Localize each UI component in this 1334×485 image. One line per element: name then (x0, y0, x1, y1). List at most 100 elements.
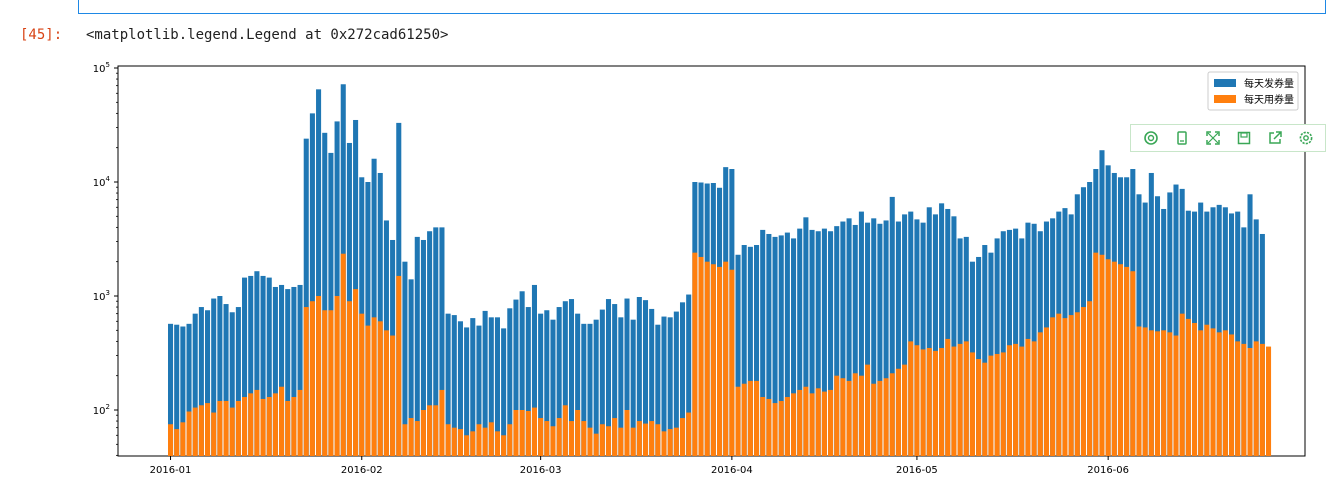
bar-issued (1031, 223, 1037, 456)
bar-used (390, 335, 396, 456)
bar-used (1241, 343, 1247, 456)
bar-used (976, 359, 982, 456)
bar-used (636, 421, 642, 456)
bar-issued (507, 308, 513, 456)
bar-used (439, 389, 445, 456)
bar-used (618, 427, 624, 456)
bar-used (926, 347, 932, 456)
bar-issued (488, 317, 494, 456)
copy-icon[interactable] (1171, 127, 1193, 149)
bar-used (1000, 352, 1006, 456)
bar-used (939, 347, 945, 456)
bar-used (1259, 343, 1265, 456)
bar-issued (686, 294, 692, 456)
bar-issued (470, 318, 476, 456)
bar-used (525, 411, 531, 456)
bar-used (242, 397, 248, 456)
bar-issued (815, 231, 821, 456)
x-tick-label: 2016-04 (711, 465, 753, 476)
bar-used (1198, 330, 1204, 456)
bar-issued (266, 277, 272, 456)
bar-used (408, 418, 414, 456)
bar-used (316, 296, 322, 456)
bar-issued (519, 291, 525, 456)
bar-issued (834, 226, 840, 456)
bar-used (1025, 338, 1031, 456)
bar-used (507, 424, 513, 456)
bar-issued (741, 245, 747, 456)
share-icon[interactable] (1264, 127, 1286, 149)
bar-used (667, 429, 673, 456)
bar-used (1006, 345, 1012, 456)
bar-issued (852, 224, 858, 456)
bar-used (519, 410, 525, 456)
bar-issued (920, 222, 926, 456)
bar-issued (599, 309, 605, 456)
bar-used (198, 405, 204, 456)
bar-used (353, 289, 359, 456)
bar-used (501, 435, 507, 456)
bar-issued (951, 216, 957, 456)
bar-used (1043, 327, 1049, 456)
bar-used (1179, 313, 1185, 456)
bar-used (1093, 252, 1099, 456)
bar-used (427, 405, 433, 456)
bar-issued (871, 218, 877, 456)
bar-issued (1154, 196, 1161, 457)
bar-used (988, 355, 994, 456)
bar-issued (1216, 204, 1222, 456)
bar-used (1111, 261, 1117, 456)
bar-used (186, 411, 192, 456)
bar-used (945, 338, 951, 456)
bar-issued (784, 232, 790, 456)
settings-icon[interactable] (1295, 127, 1317, 149)
bar-used (754, 380, 760, 456)
bar-issued (365, 182, 371, 456)
bar-used (365, 325, 371, 456)
bar-issued (211, 298, 217, 456)
bar-issued (1247, 194, 1253, 457)
bar-issued (309, 113, 315, 457)
snapshot-icon[interactable] (1140, 127, 1162, 149)
bar-used (784, 397, 790, 456)
bar-used (655, 424, 661, 456)
bar-used (710, 264, 716, 456)
bar-issued (513, 299, 519, 456)
bar-used (433, 405, 439, 456)
fullscreen-icon[interactable] (1202, 127, 1224, 149)
bar-used (383, 330, 389, 456)
bar-issued (865, 222, 871, 456)
bar-issued (932, 214, 938, 456)
bar-used (951, 346, 957, 456)
bar-issued (464, 327, 470, 456)
bar-issued (291, 286, 297, 456)
bar-used (729, 269, 735, 456)
bar-used (494, 431, 500, 456)
bar-issued (772, 236, 778, 456)
bar-used (1031, 341, 1037, 456)
bar-issued (457, 321, 463, 456)
bar-used (205, 403, 211, 456)
bar-issued (494, 317, 500, 456)
bar-used (470, 431, 476, 456)
save-icon[interactable] (1233, 127, 1255, 149)
bar-used (1161, 330, 1167, 456)
bar-issued (1136, 194, 1142, 457)
bar-used (692, 252, 698, 456)
y-tick-label: 102 (93, 403, 110, 417)
bar-used (414, 421, 420, 456)
bar-used (223, 400, 229, 456)
bar-issued (168, 323, 174, 456)
bar-issued (636, 297, 642, 456)
legend-swatch (1214, 95, 1236, 103)
y-tick-label: 105 (93, 61, 110, 75)
bar-used (180, 422, 186, 456)
bar-used (1210, 328, 1216, 456)
bar-issued (476, 325, 482, 456)
bar-used (1173, 335, 1179, 456)
bar-used (266, 397, 272, 456)
bar-issued (328, 152, 334, 456)
bar-used (858, 375, 864, 456)
bar-issued (679, 302, 686, 456)
bar-used (328, 310, 334, 456)
